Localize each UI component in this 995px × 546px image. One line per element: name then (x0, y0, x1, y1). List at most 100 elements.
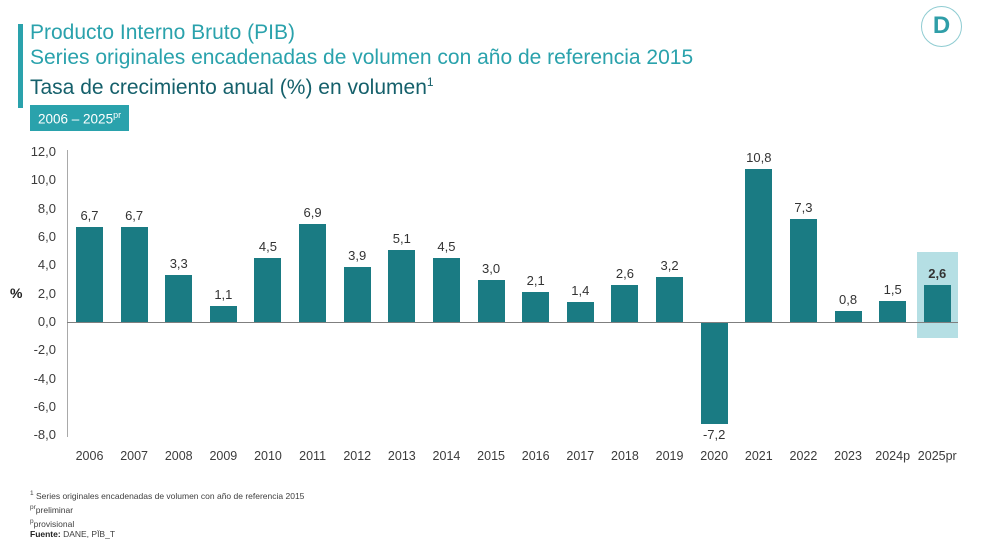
bar-2012 (343, 266, 371, 322)
bar-value-2006: 6,7 (80, 208, 99, 224)
footnote-source-label: Fuente: (30, 529, 61, 540)
period-badge-sup: pr (113, 110, 122, 120)
x-tick-2013: 2013 (387, 449, 416, 463)
page-subtitle: Series originales encadenadas de volumen… (30, 46, 694, 69)
bar-2006 (76, 227, 103, 322)
y-tick-8,0: 8,0 (37, 200, 56, 216)
header: Producto Interno Bruto (PIB) Series orig… (30, 20, 693, 131)
y-tick--6,0: -6,0 (33, 398, 56, 414)
bar-value-2024p: 1,5 (883, 281, 902, 297)
x-tick-2020: 2020 (700, 449, 729, 463)
bar-value-2023: 0,8 (838, 291, 858, 307)
y-tick-12,0: 12,0 (30, 144, 56, 160)
bar-2022 (789, 218, 817, 322)
y-tick-4,0: 4,0 (37, 257, 56, 273)
x-tick-2016: 2016 (521, 449, 550, 463)
bar-2021 (745, 169, 773, 322)
dane-logo-letter: D (932, 11, 951, 39)
footnote-provisional-text: provisional (33, 518, 75, 529)
bar-2013 (388, 249, 416, 322)
bar-value-2021: 10,8 (746, 150, 772, 166)
bar-2009 (209, 306, 237, 322)
y-tick--2,0: -2,0 (33, 342, 56, 358)
x-tick-2024p: 2024p (875, 449, 911, 463)
bar-2010 (254, 258, 282, 322)
x-tick-2018: 2018 (611, 449, 639, 463)
y-tick-0,0: 0,0 (37, 314, 56, 329)
footnote-provisional: pprovisional (30, 516, 304, 530)
bar-2020 (700, 322, 728, 424)
page-title: Producto Interno Bruto (PIB) (30, 21, 295, 44)
bar-value-2018: 2,6 (615, 266, 634, 282)
bar-value-2015: 3,0 (482, 260, 501, 276)
x-tick-2014: 2014 (432, 449, 461, 463)
bar-value-2020: -7,2 (702, 426, 726, 442)
x-tick-2009: 2009 (209, 449, 238, 463)
bar-2024p (879, 300, 907, 322)
y-tick--8,0: -8,0 (33, 427, 56, 443)
bar-2019 (656, 276, 684, 322)
footnotes: 1 Series originales encadenadas de volum… (30, 488, 304, 540)
y-tick-2,0: 2,0 (37, 285, 56, 301)
measure-title-footnote-ref: 1 (426, 75, 434, 89)
bar-2011 (299, 224, 327, 322)
footnote-preliminar: prpreliminar (30, 502, 304, 516)
x-tick-2007: 2007 (120, 449, 149, 463)
bar-2007 (120, 227, 148, 322)
bar-value-2010: 4,5 (258, 239, 277, 255)
y-tick--4,0: -4,0 (33, 370, 56, 386)
bar-value-2019: 3,2 (660, 257, 679, 273)
x-tick-2019: 2019 (655, 449, 684, 463)
bar-value-2022: 7,3 (794, 199, 813, 215)
x-tick-2011: 2011 (299, 449, 327, 463)
x-tick-2010: 2010 (254, 449, 282, 463)
bar-value-2012: 3,9 (348, 247, 367, 263)
bar-value-2011: 6,9 (303, 205, 322, 221)
x-tick-2012: 2012 (343, 449, 372, 463)
bar-value-2013: 5,1 (392, 230, 411, 246)
bar-value-2009: 1,1 (214, 287, 233, 303)
bar-2016 (522, 292, 550, 322)
x-tick-2006: 2006 (75, 449, 104, 463)
footnote-source-text: DANE, PÏB_T (60, 529, 116, 540)
bar-2018 (611, 285, 639, 322)
footnote-series: 1 Series originales encadenadas de volum… (30, 488, 304, 502)
x-tick-2021: 2021 (744, 449, 773, 463)
bar-2015 (477, 279, 505, 322)
y-tick-6,0: 6,0 (37, 229, 56, 245)
x-tick-2015: 2015 (477, 449, 505, 463)
bar-value-2017: 1,4 (571, 283, 590, 299)
x-tick-2022: 2022 (789, 449, 818, 463)
bar-2014 (432, 258, 460, 322)
bar-value-2008: 3,3 (169, 256, 188, 272)
y-axis-label: % (10, 284, 23, 301)
footnote-preliminar-sup: pr (30, 503, 36, 511)
bar-value-2007: 6,7 (125, 208, 144, 224)
title-accent-bar (18, 24, 23, 108)
bar-value-2025pr: 2,6 (928, 266, 947, 282)
measure-title-text: Tasa de crecimiento anual (%) en volumen (30, 76, 427, 99)
x-tick-2025pr: 2025pr (917, 449, 957, 463)
bar-value-2014: 4,5 (437, 239, 456, 255)
zero-axis-line (67, 322, 958, 323)
bar-2017 (566, 302, 594, 322)
dane-logo: D (921, 6, 962, 47)
bar-2008 (165, 275, 193, 322)
y-tick-10,0: 10,0 (30, 172, 56, 188)
period-badge: 2006 – 2025pr (30, 105, 130, 131)
period-badge-text: 2006 – 2025 (38, 111, 114, 127)
measure-title: Tasa de crecimiento anual (%) en volumen… (30, 70, 693, 100)
bar-2023 (834, 310, 862, 322)
footnote-provisional-sup: p (30, 517, 34, 525)
footnote-preliminar-text: preliminar (35, 504, 74, 515)
footnote-source: Fuente: DANE, PÏB_T (30, 529, 304, 540)
x-tick-2017: 2017 (566, 449, 595, 463)
bar-value-2016: 2,1 (526, 273, 545, 289)
x-tick-2023: 2023 (834, 449, 862, 463)
y-axis-line (67, 150, 68, 438)
footnote-series-text: Series originales encadenadas de volumen… (33, 490, 305, 501)
bar-2025pr (923, 285, 951, 322)
x-tick-2008: 2008 (164, 449, 193, 463)
